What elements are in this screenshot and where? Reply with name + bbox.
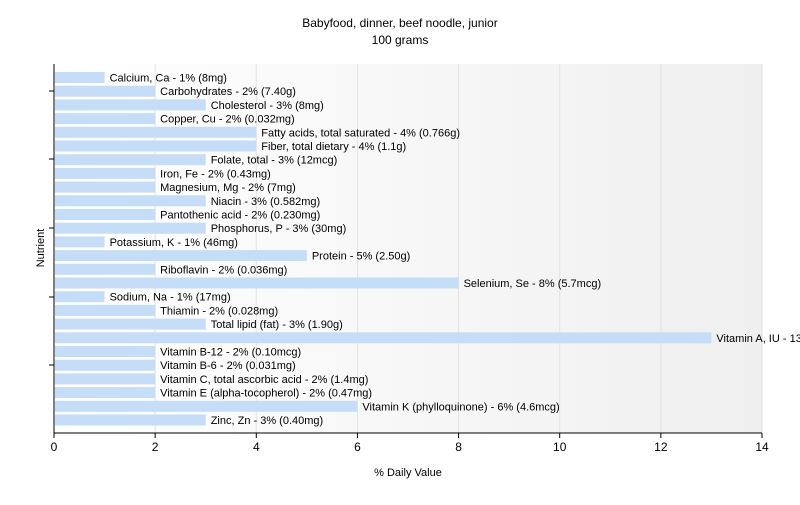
x-tick-label: 0: [51, 440, 58, 454]
bar-label: Iron, Fe - 2% (0.43mg): [160, 168, 271, 180]
bar-label: Cholesterol - 3% (8mg): [211, 100, 324, 112]
bar-label: Phosphorus, P - 3% (30mg): [211, 223, 347, 235]
bar-label: Copper, Cu - 2% (0.032mg): [160, 114, 295, 126]
bar: [55, 72, 105, 83]
bar: [55, 263, 156, 275]
x-tick-label: 10: [553, 440, 567, 454]
bar: [55, 195, 206, 207]
bar-label: Pantothenic acid - 2% (0.230mg): [160, 210, 320, 222]
bar: [55, 346, 156, 357]
bar-label: Potassium, K - 1% (46mg): [110, 237, 238, 249]
bars-group: [55, 72, 712, 426]
bar: [55, 99, 206, 111]
bar: [55, 209, 156, 220]
x-tick-label: 8: [455, 440, 462, 454]
chart-subtitle: 100 grams: [372, 33, 429, 47]
plot-area: [54, 64, 762, 433]
chart-title: Babyfood, dinner, beef noodle, junior: [302, 16, 497, 30]
x-tick-label: 14: [755, 440, 769, 454]
x-tick-label: 2: [152, 440, 159, 454]
bar: [55, 85, 156, 97]
bar-label: Total lipid (fat) - 3% (1.90g): [211, 319, 343, 331]
x-tick-label: 4: [253, 440, 260, 454]
bar: [55, 250, 307, 262]
bar-label: Niacin - 3% (0.582mg): [211, 196, 320, 208]
bar: [55, 181, 156, 193]
x-tick-label: 12: [654, 440, 668, 454]
bar: [55, 291, 105, 303]
bar: [55, 373, 156, 385]
bar-label: Protein - 5% (2.50g): [312, 251, 410, 263]
bar-label: Vitamin C, total ascorbic acid - 2% (1.4…: [160, 374, 368, 386]
bar: [55, 304, 156, 316]
y-axis-label: Nutrient: [35, 229, 47, 268]
bar-label: Vitamin A, IU - 13% (656IU): [716, 333, 800, 345]
bar-label: Folate, total - 3% (12mcg): [211, 155, 338, 167]
bar-label: Vitamin B-12 - 2% (0.10mcg): [160, 347, 301, 359]
x-axis-label: % Daily Value: [374, 467, 442, 479]
bar-label: Fatty acids, total saturated - 4% (0.766…: [261, 127, 460, 139]
bar-labels-group: Calcium, Ca - 1% (8mg)Carbohydrates - 2%…: [110, 73, 800, 428]
bar: [55, 126, 257, 138]
bar: [55, 113, 156, 125]
bar: [55, 318, 206, 330]
bar: [55, 277, 459, 289]
bar-label: Calcium, Ca - 1% (8mg): [110, 73, 227, 85]
bar: [55, 387, 156, 399]
bar: [55, 332, 712, 344]
x-axis-ticks: 0 2 4 6 8 10 12 14: [51, 433, 769, 454]
bar-label: Vitamin K (phylloquinone) - 6% (4.6mcg): [362, 401, 559, 413]
bar: [55, 140, 257, 152]
bar-label: Vitamin E (alpha-tocopherol) - 2% (0.47m…: [160, 388, 372, 400]
bar-label: Vitamin B-6 - 2% (0.031mg): [160, 360, 296, 372]
bar: [55, 400, 358, 412]
bar: [55, 154, 206, 166]
bar-label: Selenium, Se - 8% (5.7mcg): [464, 278, 602, 290]
bar: [55, 222, 206, 234]
gridlines: [154, 64, 763, 433]
bar: [55, 236, 105, 248]
bar-label: Magnesium, Mg - 2% (7mg): [160, 182, 296, 194]
bar-label: Sodium, Na - 1% (17mg): [110, 292, 231, 304]
bar: [55, 359, 156, 371]
x-tick-label: 6: [354, 440, 361, 454]
bar-label: Carbohydrates - 2% (7.40g): [160, 86, 296, 98]
bar-label: Thiamin - 2% (0.028mg): [160, 305, 278, 317]
bar: [55, 167, 156, 179]
bar: [55, 414, 206, 426]
y-axis-ticks: [49, 90, 54, 366]
bar-label: Zinc, Zn - 3% (0.40mg): [211, 415, 323, 427]
bar-label: Fiber, total dietary - 4% (1.1g): [261, 141, 406, 153]
bar-label: Riboflavin - 2% (0.036mg): [160, 264, 287, 276]
